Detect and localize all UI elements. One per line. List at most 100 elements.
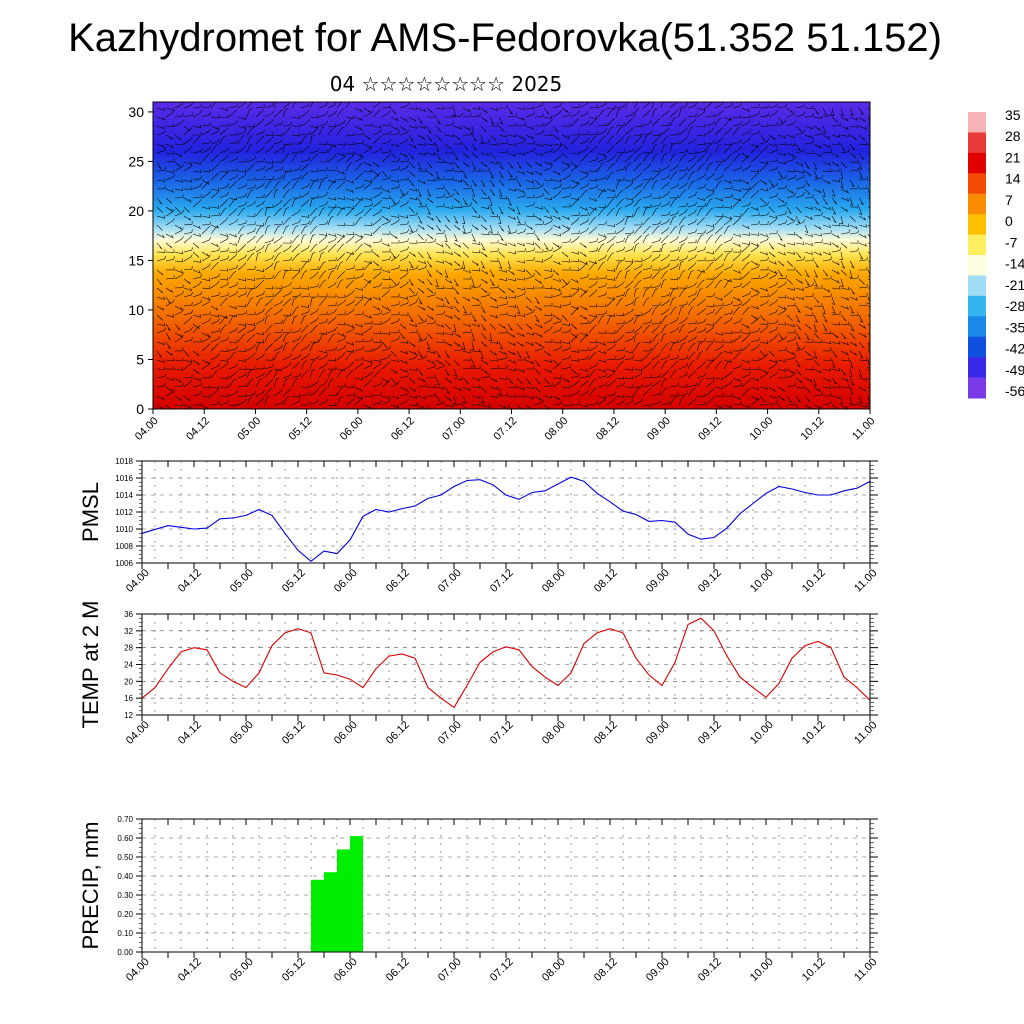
x-tick-label: 07.00 [436,956,464,984]
wind-barb [696,133,706,137]
wind-barb [507,197,512,206]
wind-barb [354,216,363,226]
wind-barb [840,278,844,288]
wind-barb [282,298,292,307]
wind-barb [687,201,697,208]
wind-barb [309,271,319,280]
wind-barb [795,323,802,331]
wind-barb [444,105,454,109]
wind-barb [696,372,706,379]
wind-barb [426,260,433,268]
y-tick-label: 1008 [115,542,133,551]
wind-barb [381,154,391,163]
wind-barb [561,193,571,199]
wind-barb [219,375,229,380]
wind-barb [516,277,526,281]
wind-barb [848,368,853,378]
wind-barb [210,318,220,325]
wind-barb [660,315,668,325]
wind-barb [408,161,415,169]
wind-barb [732,363,742,370]
wind-barb [273,120,283,127]
wind-barb [696,351,704,361]
wind-barb [839,251,843,261]
wind-barb [624,117,633,127]
wind-barb [219,127,229,136]
wind-barb [426,341,431,350]
wind-barb [705,113,715,118]
wind-barb [741,137,751,145]
wind-barb [282,362,292,370]
wind-barb [759,401,769,406]
wind-barb [228,253,238,262]
wind-barb [516,151,526,156]
wind-barb [588,177,598,182]
wind-barb [606,315,614,325]
wind-barb [462,377,469,385]
wind-barb [336,367,346,371]
wind-barb [435,395,442,403]
wind-barb [444,323,451,330]
wind-barb [786,382,796,388]
wind-barb [570,368,578,375]
wind-barb [669,360,678,370]
wind-barb [669,210,679,217]
y-axis-title: TEMP at 2 M [78,601,103,729]
wind-barb [660,109,670,118]
wind-barb [264,255,274,262]
wind-barb [282,216,291,226]
wind-barb [237,383,247,388]
wind-barb [408,341,416,348]
wind-barb [516,394,526,398]
wind-barb [516,242,525,247]
wind-barb [633,221,643,226]
wind-barb [570,131,580,136]
wind-barb [426,363,436,370]
wind-barb [507,176,517,181]
wind-barb [336,196,346,200]
wind-barb [696,342,703,352]
wind-barb [633,102,639,109]
wind-barb [759,325,769,334]
wind-barb [228,149,238,154]
wind-barb [561,184,571,190]
wind-barb [165,107,175,111]
wind-barb [201,299,211,307]
x-tick-label: 04.00 [133,415,161,443]
wind-barb [498,329,508,334]
wind-barb [588,131,598,136]
wind-barb [336,102,343,109]
wind-barb [759,236,769,244]
wind-barb [282,378,289,388]
x-tick-label: 09.00 [645,415,673,443]
wind-barb [228,351,236,361]
wind-barb [642,387,651,397]
wind-barb [858,206,863,215]
wind-barb [831,168,841,172]
wind-barb [381,139,391,145]
colorbar-label: 14 [1005,171,1021,187]
wind-barb [678,136,688,145]
wind-barb [237,333,246,343]
wind-barb [615,153,623,163]
wind-barb [552,327,562,334]
wind-barb [642,361,652,370]
y-tick-label: 16 [124,694,133,703]
wind-barb [201,180,210,190]
wind-barb [471,323,480,328]
wind-barb [579,189,588,199]
wind-barb [552,318,562,325]
wind-barb [804,215,813,220]
wind-barb [813,211,823,217]
wind-barb [237,358,247,363]
wind-barb [534,170,542,176]
wind-barb [255,222,265,227]
wind-barb [642,347,652,352]
wind-barb [345,154,355,163]
wind-barb [615,312,625,317]
wind-barb [579,251,587,257]
wind-barb [210,205,220,209]
y-tick-label: 0 [136,401,144,417]
wind-barb [840,197,849,202]
wind-barb [237,286,247,290]
